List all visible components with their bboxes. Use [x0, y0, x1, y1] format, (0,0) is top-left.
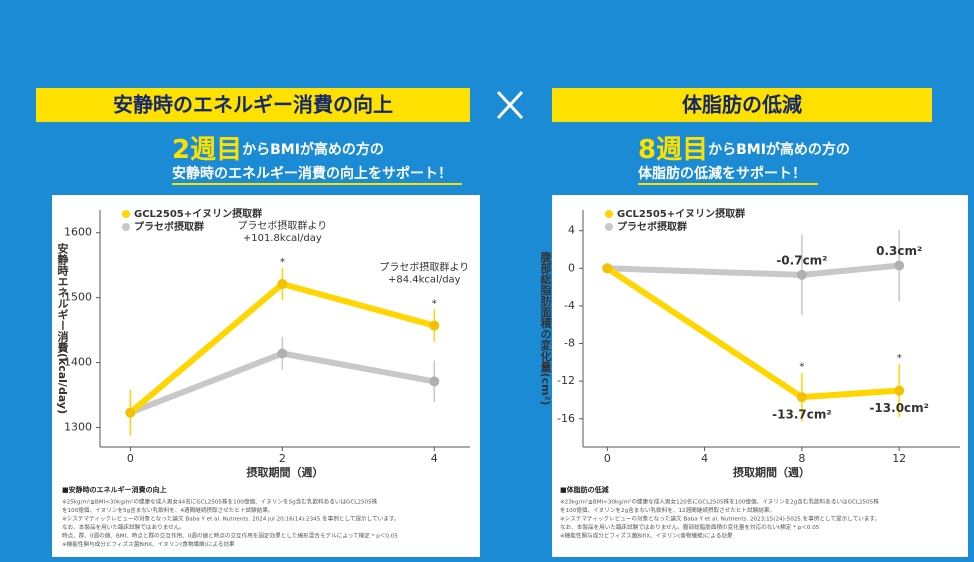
- banner: [552, 88, 932, 122]
- headline-rest: からBMIが高めの方の: [708, 141, 850, 158]
- footnote: ※機能性関与成分ビフィズス菌BifiX、イヌリン(食物繊維)による効果: [560, 532, 733, 540]
- value-label: 0.3cm²: [876, 244, 922, 258]
- annotation: +84.4kcal/day: [388, 274, 461, 285]
- x-tick-label: 12: [892, 452, 906, 465]
- x-axis-label: 摂取期間（週）: [247, 465, 324, 479]
- legend-marker: [122, 210, 130, 218]
- headline-line2: 体脂肪の低減をサポート！: [638, 165, 806, 182]
- data-point: [796, 392, 807, 403]
- footnote: を100億個、イヌリンを2g含まない乳飲料を、12週間継続摂取させたヒト試験結果…: [560, 506, 775, 514]
- x-tick-label: 8: [798, 452, 805, 465]
- data-point: [277, 348, 288, 359]
- footnote: ※システマティックレビューの対象となった論文 Baba Y et al. Nut…: [62, 515, 400, 523]
- footnote: 時点、群、0週の値、BMI、時点と群の交互作用、0週の値と時点の交互作用を固定効…: [62, 532, 398, 540]
- banner-title: 安静時のエネルギー消費の向上: [113, 93, 393, 117]
- headline-highlight: 8週目: [638, 135, 708, 165]
- y-tick-label: 1600: [64, 226, 92, 239]
- footnote-title: ■安静時のエネルギー消費の向上: [62, 485, 167, 494]
- data-point: [894, 260, 905, 271]
- headline: 2週目からBMIが高めの方の: [172, 135, 384, 165]
- footnote: ※25kg/m²≦BMI<30kg/m²の健康な成人男女44名にGCL2505株…: [62, 498, 378, 506]
- footnote: を100億個、イヌリンを5g含まない乳飲料を、4週間継続摂取させたヒト試験結果。: [62, 506, 274, 514]
- y-axis-label: 腹部総脂肪面積の変化量(cm²): [539, 250, 553, 405]
- significance: *: [432, 298, 437, 309]
- data-point: [602, 263, 613, 274]
- data-point: [429, 376, 440, 387]
- footnote-title: ■体脂肪の低減: [560, 485, 609, 494]
- legend-label: プラセボ摂取群: [617, 220, 687, 233]
- y-axis-label: 安静時エネルギー消費(kcal/day): [56, 242, 70, 415]
- y-tick-label: 0: [568, 261, 575, 274]
- y-tick-label: 1400: [64, 356, 92, 369]
- data-point: [429, 320, 440, 331]
- y-tick-label: 1300: [64, 421, 92, 434]
- data-point: [125, 407, 136, 418]
- legend-marker: [605, 210, 613, 218]
- legend-marker: [122, 223, 130, 231]
- x-tick-label: 4: [431, 452, 438, 465]
- value-label: -13.0cm²: [869, 401, 928, 415]
- y-tick-label: -12: [557, 374, 575, 387]
- annotation: +101.8kcal/day: [243, 233, 322, 244]
- y-tick-label: 4: [568, 224, 575, 237]
- banner-title: 体脂肪の低減: [682, 93, 802, 117]
- legend-label: GCL2505+イヌリン摂取群: [617, 207, 745, 220]
- legend-marker: [605, 223, 613, 231]
- data-point: [277, 279, 288, 290]
- x-tick-label: 4: [701, 452, 708, 465]
- data-point: [894, 385, 905, 396]
- headline-line2: 安静時のエネルギー消費の向上をサポート！: [172, 165, 452, 182]
- x-tick-label: 2: [279, 452, 286, 465]
- y-tick-label: -8: [564, 337, 575, 350]
- y-tick-label: -4: [564, 299, 575, 312]
- footnote: なお、本製品を用いた臨床試験ではありません。腹部総脂肪面積の変化量を対応のないt…: [560, 523, 820, 531]
- annotation: プラセボ摂取群より: [379, 260, 469, 273]
- footnote: ※23kg/m²≦BMI<30kg/m²の健康な成人男女120名にGCL2505…: [560, 498, 879, 506]
- x-tick-label: 0: [127, 452, 134, 465]
- legend-label: GCL2505+イヌリン摂取群: [134, 207, 262, 220]
- footnote: ※システマティックレビューの対象となった論文 Baba Y et al. Nut…: [560, 515, 880, 523]
- annotation: プラセボ摂取群より: [237, 219, 327, 232]
- headline-rest: からBMIが高めの方の: [242, 141, 384, 158]
- x-tick-label: 0: [604, 452, 611, 465]
- y-tick-label: 1500: [64, 291, 92, 304]
- value-label: -13.7cm²: [772, 408, 831, 422]
- data-point: [796, 269, 807, 280]
- significance: *: [897, 353, 902, 364]
- cross-icon: [496, 90, 524, 120]
- y-tick-label: -16: [557, 412, 575, 425]
- legend-label: プラセボ摂取群: [134, 220, 204, 233]
- significance: *: [799, 362, 804, 373]
- footnote: なお、本製品を用いた臨床試験ではありません。: [62, 523, 185, 531]
- significance: *: [280, 257, 285, 268]
- x-axis-label: 摂取期間（週）: [733, 465, 810, 479]
- headline: 8週目からBMIが高めの方の: [638, 135, 850, 165]
- banner: [36, 88, 470, 122]
- footnote: ※機能性関与成分ビフィズス菌BifiX、イヌリン(食物繊維)による効果: [62, 540, 235, 548]
- headline-highlight: 2週目: [172, 135, 242, 165]
- value-label: -0.7cm²: [776, 253, 827, 267]
